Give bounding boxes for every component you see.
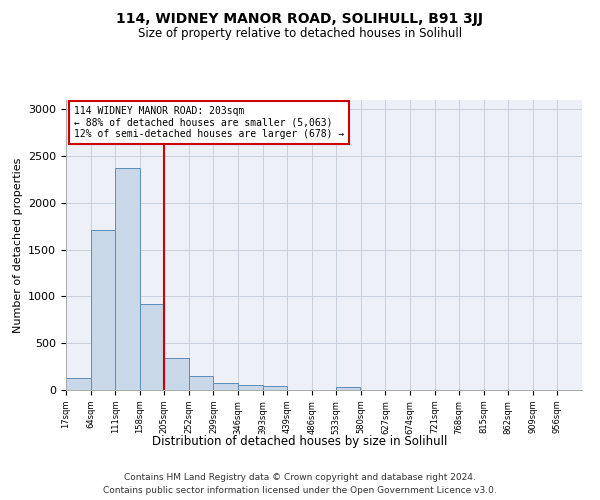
Bar xyxy=(91,230,115,390)
Bar xyxy=(238,385,263,390)
Bar xyxy=(164,358,189,390)
Text: 114, WIDNEY MANOR ROAD, SOLIHULL, B91 3JJ: 114, WIDNEY MANOR ROAD, SOLIHULL, B91 3J… xyxy=(116,12,484,26)
Bar xyxy=(263,386,287,390)
Text: Contains HM Land Registry data © Crown copyright and database right 2024.: Contains HM Land Registry data © Crown c… xyxy=(124,472,476,482)
Text: Distribution of detached houses by size in Solihull: Distribution of detached houses by size … xyxy=(152,435,448,448)
Bar xyxy=(189,376,214,390)
Bar xyxy=(140,304,164,390)
Text: Size of property relative to detached houses in Solihull: Size of property relative to detached ho… xyxy=(138,28,462,40)
Bar xyxy=(115,168,140,390)
Bar xyxy=(336,388,361,390)
Text: Contains public sector information licensed under the Open Government Licence v3: Contains public sector information licen… xyxy=(103,486,497,495)
Bar xyxy=(214,382,238,390)
Text: 114 WIDNEY MANOR ROAD: 203sqm
← 88% of detached houses are smaller (5,063)
12% o: 114 WIDNEY MANOR ROAD: 203sqm ← 88% of d… xyxy=(74,106,344,139)
Y-axis label: Number of detached properties: Number of detached properties xyxy=(13,158,23,332)
Bar xyxy=(66,378,91,390)
